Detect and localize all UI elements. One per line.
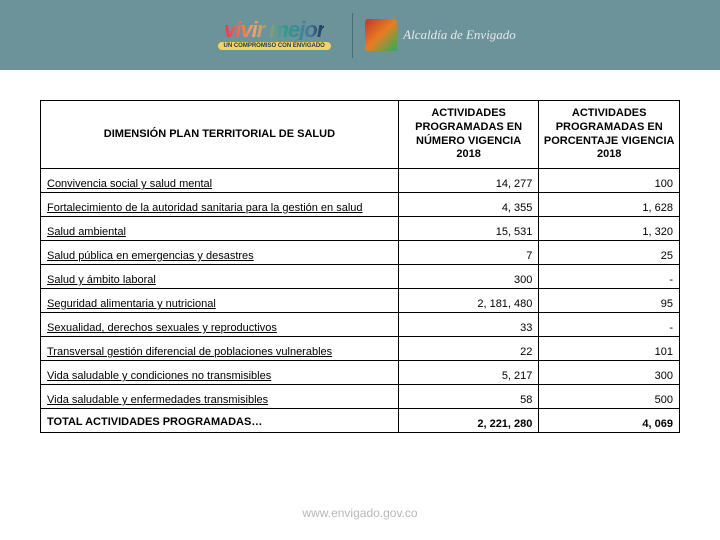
row-label: Seguridad alimentaria y nutricional xyxy=(41,289,399,313)
header-band: vivir mejor UN COMPROMISO CON ENVIGADO A… xyxy=(0,0,720,70)
logo-word-1: vivir mejor xyxy=(224,20,324,40)
row-value-2: 25 xyxy=(539,241,680,265)
row-value-1: 15, 531 xyxy=(398,217,539,241)
table-row: Vida saludable y condiciones no transmis… xyxy=(41,361,680,385)
total-value-1: 2, 221, 280 xyxy=(398,409,539,433)
header-col2: ACTIVIDADES PROGRAMADAS EN NÚMERO VIGENC… xyxy=(398,101,539,169)
row-value-2: 1, 320 xyxy=(539,217,680,241)
table-row: Fortalecimiento de la autoridad sanitari… xyxy=(41,193,680,217)
row-value-2: 500 xyxy=(539,385,680,409)
table-row: Salud ambiental15, 5311, 320 xyxy=(41,217,680,241)
row-label: Vida saludable y condiciones no transmis… xyxy=(41,361,399,385)
row-label: Salud y ámbito laboral xyxy=(41,265,399,289)
row-label: Salud pública en emergencias y desastres xyxy=(41,241,399,265)
row-value-2: 101 xyxy=(539,337,680,361)
row-label: Salud ambiental xyxy=(41,217,399,241)
shield-icon xyxy=(365,19,397,51)
row-value-1: 2, 181, 480 xyxy=(398,289,539,313)
row-value-1: 33 xyxy=(398,313,539,337)
table-row: Convivencia social y salud mental14, 277… xyxy=(41,169,680,193)
row-value-2: - xyxy=(539,313,680,337)
header-dimension: DIMENSIÓN PLAN TERRITORIAL DE SALUD xyxy=(41,101,399,169)
table-row: Sexualidad, derechos sexuales y reproduc… xyxy=(41,313,680,337)
row-value-1: 22 xyxy=(398,337,539,361)
table-row: Vida saludable y enfermedades transmisib… xyxy=(41,385,680,409)
table-row: Salud pública en emergencias y desastres… xyxy=(41,241,680,265)
row-value-1: 14, 277 xyxy=(398,169,539,193)
row-value-1: 5, 217 xyxy=(398,361,539,385)
row-value-2: 1, 628 xyxy=(539,193,680,217)
row-label: Fortalecimiento de la autoridad sanitari… xyxy=(41,193,399,217)
alcaldia-text: Alcaldía de Envigado xyxy=(403,27,516,43)
row-label: Convivencia social y salud mental xyxy=(41,169,399,193)
data-table: DIMENSIÓN PLAN TERRITORIAL DE SALUD ACTI… xyxy=(40,100,680,433)
logo-tagline: UN COMPROMISO CON ENVIGADO xyxy=(218,42,331,50)
header-col3: ACTIVIDADES PROGRAMADAS EN PORCENTAJE VI… xyxy=(539,101,680,169)
logo-vivir-mejor: vivir mejor UN COMPROMISO CON ENVIGADO xyxy=(204,8,344,63)
row-value-1: 4, 355 xyxy=(398,193,539,217)
row-value-1: 300 xyxy=(398,265,539,289)
content-area: DIMENSIÓN PLAN TERRITORIAL DE SALUD ACTI… xyxy=(0,70,720,433)
row-label: Transversal gestión diferencial de pobla… xyxy=(41,337,399,361)
total-value-2: 4, 069 xyxy=(539,409,680,433)
table-row: Salud y ámbito laboral300- xyxy=(41,265,680,289)
row-value-2: - xyxy=(539,265,680,289)
row-value-1: 58 xyxy=(398,385,539,409)
row-value-1: 7 xyxy=(398,241,539,265)
table-row: Transversal gestión diferencial de pobla… xyxy=(41,337,680,361)
header-divider xyxy=(352,13,353,58)
row-label: Sexualidad, derechos sexuales y reproduc… xyxy=(41,313,399,337)
row-label: Vida saludable y enfermedades transmisib… xyxy=(41,385,399,409)
row-value-2: 300 xyxy=(539,361,680,385)
row-value-2: 100 xyxy=(539,169,680,193)
table-row: Seguridad alimentaria y nutricional2, 18… xyxy=(41,289,680,313)
alcaldia-logo: Alcaldía de Envigado xyxy=(361,19,516,51)
footer-url: www.envigado.gov.co xyxy=(0,506,720,520)
table-total-row: TOTAL ACTIVIDADES PROGRAMADAS…2, 221, 28… xyxy=(41,409,680,433)
row-value-2: 95 xyxy=(539,289,680,313)
total-label: TOTAL ACTIVIDADES PROGRAMADAS… xyxy=(41,409,399,433)
